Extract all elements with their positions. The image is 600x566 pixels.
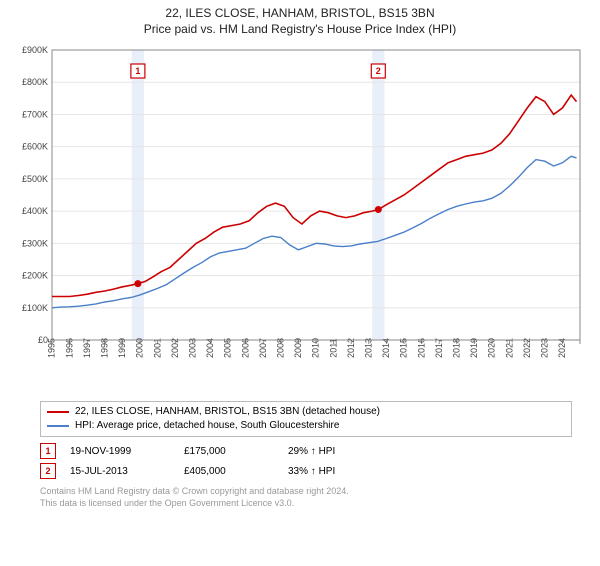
svg-text:2018: 2018 (452, 338, 462, 358)
svg-text:2002: 2002 (170, 338, 180, 358)
legend-label: 22, ILES CLOSE, HANHAM, BRISTOL, BS15 3B… (75, 405, 380, 419)
event-row: 2 15-JUL-2013 £405,000 33% ↑ HPI (40, 461, 572, 481)
sale-events: 1 19-NOV-1999 £175,000 29% ↑ HPI 2 15-JUL-201… (40, 441, 572, 481)
svg-text:2017: 2017 (434, 338, 444, 358)
svg-text:£700K: £700K (22, 109, 48, 119)
svg-text:1999: 1999 (117, 338, 127, 358)
event-date: 15-JUL-2013 (70, 466, 170, 477)
chart-area: £0£100K£200K£300K£400K£500K£600K£700K£80… (10, 40, 590, 395)
svg-text:1996: 1996 (64, 338, 74, 358)
svg-text:2003: 2003 (188, 338, 198, 358)
svg-text:1: 1 (135, 66, 140, 76)
svg-text:2014: 2014 (381, 338, 391, 358)
svg-text:1998: 1998 (100, 338, 110, 358)
svg-text:£100K: £100K (22, 303, 48, 313)
sale-dot-1 (134, 280, 141, 287)
event-row: 1 19-NOV-1999 £175,000 29% ↑ HPI (40, 441, 572, 461)
svg-text:2007: 2007 (258, 338, 268, 358)
event-delta: 33% ↑ HPI (288, 466, 378, 477)
legend: 22, ILES CLOSE, HANHAM, BRISTOL, BS15 3B… (40, 401, 572, 437)
svg-text:£800K: £800K (22, 77, 48, 87)
svg-text:2023: 2023 (540, 338, 550, 358)
svg-text:1997: 1997 (82, 338, 92, 358)
svg-text:2022: 2022 (522, 338, 532, 358)
sale-dot-2 (375, 206, 382, 213)
svg-text:2013: 2013 (364, 338, 374, 358)
event-marker: 1 (40, 443, 56, 459)
title-address: 22, ILES CLOSE, HANHAM, BRISTOL, BS15 3B… (0, 6, 600, 20)
chart-container: 22, ILES CLOSE, HANHAM, BRISTOL, BS15 3B… (0, 6, 600, 566)
svg-text:2011: 2011 (328, 338, 338, 357)
footer-line2: This data is licensed under the Open Gov… (40, 497, 572, 509)
svg-text:2024: 2024 (557, 338, 567, 358)
price-chart-svg: £0£100K£200K£300K£400K£500K£600K£700K£80… (10, 40, 590, 395)
svg-text:2000: 2000 (135, 338, 145, 358)
svg-text:£900K: £900K (22, 45, 48, 55)
legend-swatch (47, 425, 69, 427)
svg-text:2001: 2001 (152, 338, 162, 358)
svg-text:2005: 2005 (223, 338, 233, 358)
svg-text:2006: 2006 (240, 338, 250, 358)
event-delta: 29% ↑ HPI (288, 446, 378, 457)
attribution-footer: Contains HM Land Registry data © Crown c… (40, 485, 572, 509)
svg-text:£300K: £300K (22, 238, 48, 248)
svg-text:£400K: £400K (22, 206, 48, 216)
event-marker: 2 (40, 463, 56, 479)
legend-label: HPI: Average price, detached house, Sout… (75, 419, 339, 433)
legend-swatch (47, 411, 69, 413)
svg-text:2008: 2008 (276, 338, 286, 358)
svg-text:2019: 2019 (469, 338, 479, 358)
svg-text:2010: 2010 (311, 338, 321, 358)
title-subtitle: Price paid vs. HM Land Registry's House … (0, 22, 600, 36)
svg-text:£500K: £500K (22, 174, 48, 184)
svg-text:2021: 2021 (504, 338, 514, 358)
footer-line1: Contains HM Land Registry data © Crown c… (40, 485, 572, 497)
legend-row: 22, ILES CLOSE, HANHAM, BRISTOL, BS15 3B… (47, 405, 565, 419)
svg-text:2009: 2009 (293, 338, 303, 358)
svg-text:2020: 2020 (487, 338, 497, 358)
event-price: £405,000 (184, 466, 274, 477)
svg-text:1995: 1995 (47, 338, 57, 358)
svg-text:£600K: £600K (22, 142, 48, 152)
svg-text:2016: 2016 (416, 338, 426, 358)
svg-text:£200K: £200K (22, 271, 48, 281)
svg-text:2015: 2015 (399, 338, 409, 358)
event-price: £175,000 (184, 446, 274, 457)
svg-text:2004: 2004 (205, 338, 215, 358)
event-date: 19-NOV-1999 (70, 446, 170, 457)
svg-text:2: 2 (376, 66, 381, 76)
svg-text:2012: 2012 (346, 338, 356, 358)
legend-row: HPI: Average price, detached house, Sout… (47, 419, 565, 433)
